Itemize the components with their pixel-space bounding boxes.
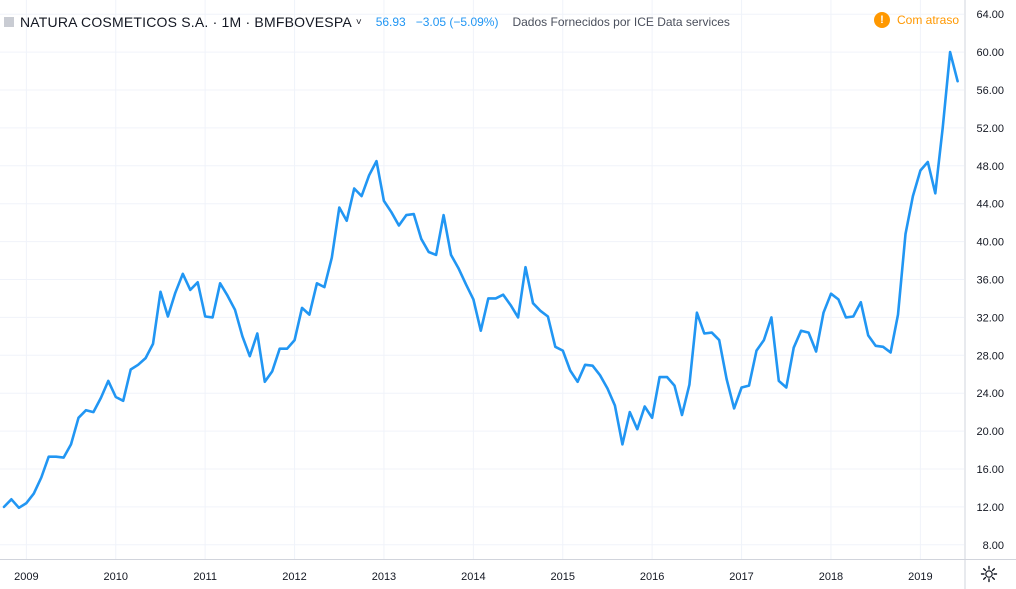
x-tick-label: 2009 bbox=[14, 571, 38, 583]
grid-lines bbox=[0, 0, 964, 559]
y-tick-label: 28.00 bbox=[976, 350, 1004, 362]
x-tick-label: 2017 bbox=[729, 571, 753, 583]
x-tick-label: 2016 bbox=[640, 571, 664, 583]
time-axis[interactable]: 2009 2010 2011 2012 2013 2014 2015 2016 2017 2018… bbox=[0, 559, 1016, 584]
y-tick-label: 40.00 bbox=[976, 237, 1004, 249]
x-tick-label: 2010 bbox=[104, 571, 128, 583]
x-tick-label: 2011 bbox=[193, 571, 217, 583]
y-tick-label: 8.00 bbox=[983, 540, 1004, 552]
delay-label: Com atraso bbox=[897, 13, 960, 27]
chevron-down-icon[interactable]: ˅ bbox=[355, 16, 362, 28]
symbol-title[interactable]: NATURA COSMETICOS S.A. · 1M · BMFBOVESPA bbox=[20, 14, 352, 30]
y-tick-label: 16.00 bbox=[976, 464, 1004, 476]
plot-area bbox=[2, 50, 959, 510]
x-tick-label: 2014 bbox=[461, 571, 485, 583]
y-tick-label: 20.00 bbox=[976, 426, 1004, 438]
x-tick-label: 2015 bbox=[551, 571, 575, 583]
price-change: −3.05 (−5.09%) bbox=[415, 15, 499, 29]
x-tick-label: 2018 bbox=[819, 571, 843, 583]
y-tick-label: 12.00 bbox=[976, 502, 1004, 514]
series-line bbox=[2, 50, 959, 510]
x-tick-label: 2012 bbox=[282, 571, 306, 583]
x-tick-label: 2019 bbox=[908, 571, 932, 583]
y-tick-label: 56.00 bbox=[976, 85, 1004, 97]
y-tick-label: 36.00 bbox=[976, 275, 1004, 287]
y-tick-label: 64.00 bbox=[976, 9, 1004, 21]
symbol-legend: NATURA COSMETICOS S.A. · 1M · BMFBOVESPA… bbox=[4, 10, 730, 34]
delay-badge[interactable]: ! Com atraso bbox=[874, 12, 959, 28]
x-tick-label: 2013 bbox=[372, 571, 396, 583]
y-tick-label: 60.00 bbox=[976, 47, 1004, 59]
last-price: 56.93 bbox=[375, 15, 406, 29]
data-source: Dados Fornecidos por ICE Data services bbox=[512, 15, 730, 29]
gear-icon[interactable] bbox=[979, 564, 999, 584]
y-tick-label: 52.00 bbox=[976, 123, 1004, 135]
y-tick-label: 32.00 bbox=[976, 312, 1004, 324]
exclamation-icon: ! bbox=[874, 12, 890, 28]
symbol-color-swatch bbox=[4, 17, 14, 27]
y-tick-label: 48.00 bbox=[976, 161, 1004, 173]
y-tick-label: 44.00 bbox=[976, 199, 1004, 211]
y-tick-label: 24.00 bbox=[976, 388, 1004, 400]
price-axis[interactable]: 8.00 12.00 16.00 20.00 24.00 28.00 32.00 36.00 4… bbox=[964, 0, 1004, 589]
